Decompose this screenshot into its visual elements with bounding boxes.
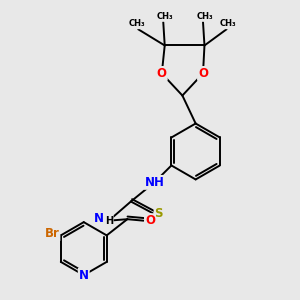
Text: CH₃: CH₃: [220, 20, 236, 28]
Text: N: N: [94, 212, 103, 225]
Text: CH₃: CH₃: [196, 12, 213, 21]
Text: O: O: [198, 67, 208, 80]
Text: O: O: [157, 67, 167, 80]
Text: O: O: [145, 214, 155, 227]
Text: H: H: [105, 216, 113, 226]
Text: CH₃: CH₃: [128, 20, 145, 28]
Text: N: N: [79, 268, 89, 282]
Text: S: S: [154, 207, 163, 220]
Text: Br: Br: [44, 227, 59, 240]
Text: NH: NH: [145, 176, 164, 189]
Text: CH₃: CH₃: [156, 12, 173, 21]
